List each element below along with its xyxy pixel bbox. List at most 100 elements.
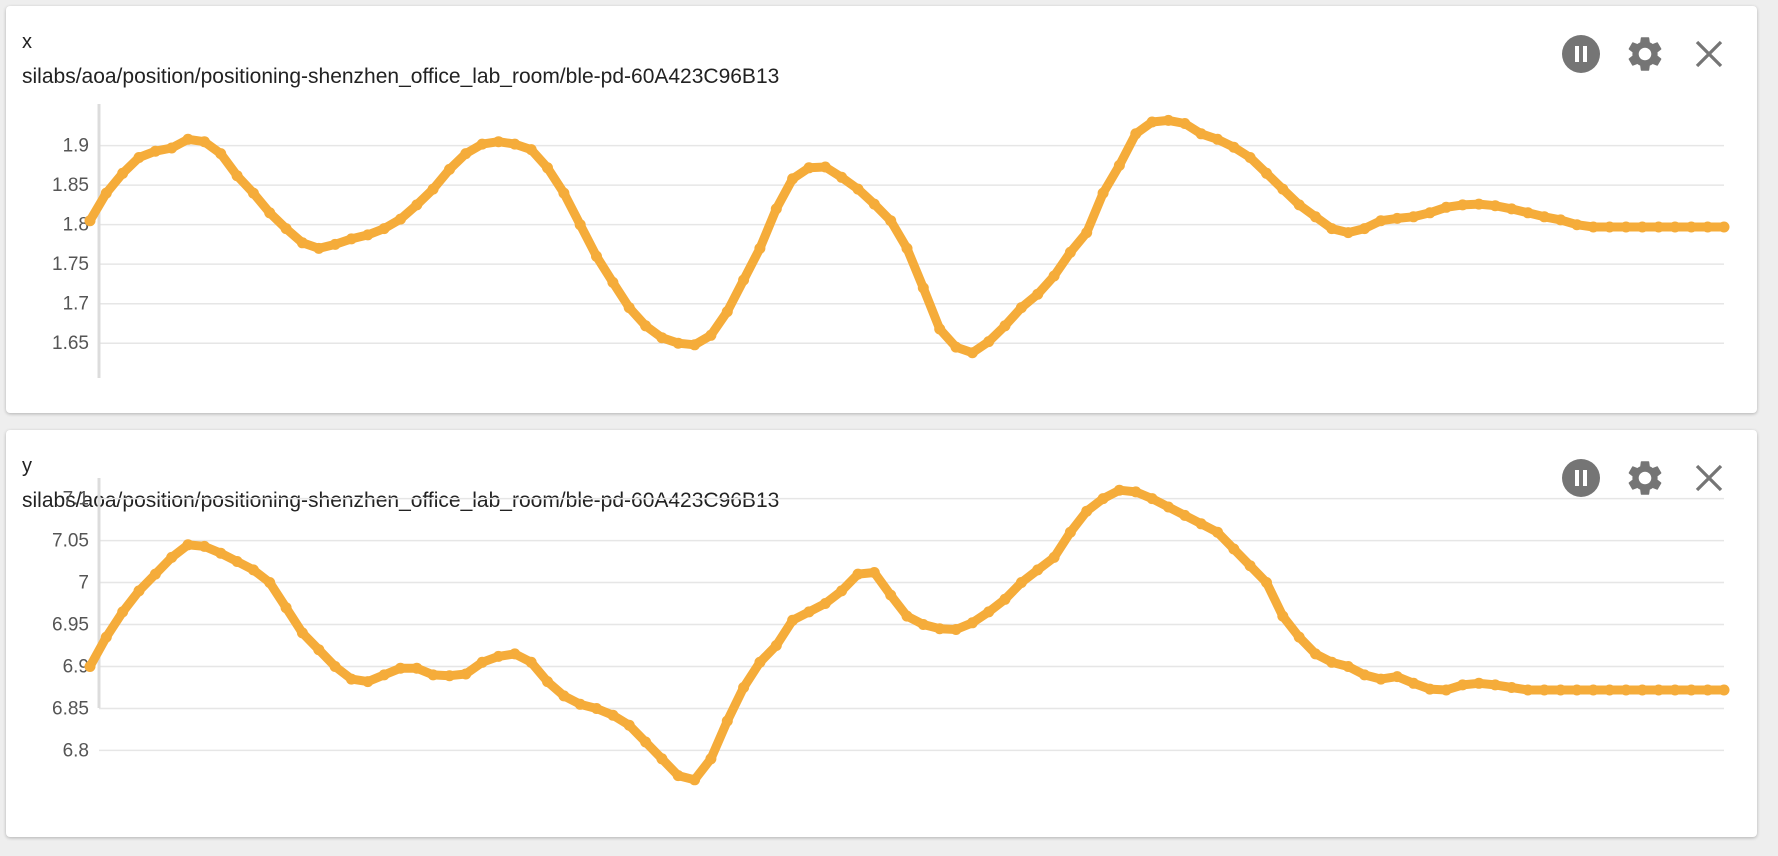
data-point [885, 215, 897, 227]
data-point [395, 213, 406, 225]
data-point [966, 617, 978, 629]
data-point [885, 589, 897, 601]
data-point [1342, 227, 1354, 239]
close-button[interactable] [1687, 456, 1731, 500]
data-point [770, 640, 782, 651]
data-point [803, 606, 815, 618]
y-tick-label: 6.9 [63, 656, 89, 677]
data-point [1653, 221, 1665, 233]
data-point [1228, 543, 1240, 555]
data-point [1718, 684, 1730, 696]
data-point [1048, 270, 1060, 282]
data-point [1391, 671, 1403, 683]
settings-button[interactable] [1623, 456, 1667, 500]
data-point [166, 142, 178, 154]
data-point [1064, 246, 1076, 258]
data-point [607, 709, 619, 721]
data-point [1228, 141, 1240, 153]
data-point [1179, 509, 1191, 521]
data-point [999, 593, 1011, 605]
data-point [1408, 211, 1419, 223]
y-tick-label: 7.1 [63, 489, 89, 510]
data-point [623, 302, 635, 314]
data-point [1146, 493, 1158, 505]
chart-topic: silabs/aoa/position/positioning-shenzhen… [22, 65, 780, 88]
pause-button[interactable] [1559, 456, 1603, 500]
data-point [313, 242, 325, 254]
data-point [1130, 128, 1142, 140]
pause-button[interactable] [1559, 32, 1603, 76]
data-point [1048, 551, 1060, 563]
data-point [950, 624, 962, 635]
y-tick-label: 1.65 [52, 333, 89, 354]
data-point [836, 171, 848, 183]
data-point [754, 242, 766, 254]
data-point [264, 207, 276, 219]
data-point [770, 203, 782, 215]
data-point [1015, 302, 1027, 314]
y-tick-label: 6.85 [52, 698, 89, 719]
data-point [198, 136, 210, 148]
data-point [901, 242, 913, 254]
data-point [1636, 221, 1648, 233]
data-point [1081, 227, 1093, 239]
y-tick-label: 1.85 [52, 175, 89, 196]
data-point [1620, 684, 1632, 696]
data-point [721, 715, 733, 727]
data-point [182, 133, 194, 145]
data-point [329, 238, 341, 250]
data-point [917, 282, 929, 294]
data-point [1669, 684, 1681, 696]
y-tick-label: 6.8 [63, 740, 89, 761]
data-point [215, 148, 227, 160]
card-actions [1559, 32, 1731, 76]
data-point [427, 669, 439, 681]
data-point [1702, 684, 1714, 696]
data-point [1489, 200, 1501, 212]
settings-button[interactable] [1623, 32, 1667, 76]
data-point [1424, 683, 1436, 695]
data-point [198, 540, 210, 552]
card-actions [1559, 456, 1731, 500]
data-point [1718, 221, 1730, 233]
data-point [1310, 211, 1321, 223]
data-point [1097, 493, 1109, 505]
data-point [509, 648, 521, 660]
data-point [117, 606, 129, 618]
data-point [493, 650, 504, 662]
data-point [558, 187, 570, 199]
y-tick-label: 1.9 [63, 136, 89, 157]
data-point [1440, 201, 1452, 213]
data-point [1653, 684, 1665, 696]
data-point [1244, 560, 1256, 572]
data-point [819, 161, 831, 173]
data-point [84, 661, 96, 672]
data-point [1146, 116, 1158, 128]
data-point [803, 162, 815, 174]
data-point [427, 183, 439, 195]
data-point [852, 183, 864, 195]
data-point [1375, 215, 1387, 227]
data-point [656, 753, 668, 765]
close-icon [1695, 40, 1723, 68]
data-point [934, 623, 946, 635]
close-button[interactable] [1687, 32, 1731, 76]
data-point [1375, 673, 1387, 685]
data-point [1081, 505, 1093, 517]
data-point [868, 198, 880, 210]
data-point [149, 568, 161, 580]
chart-card-y: y silabs/aoa/position/positioning-shenzh… [6, 430, 1757, 837]
data-point [836, 585, 848, 597]
data-point [100, 631, 112, 643]
data-point [525, 656, 537, 668]
data-point [1587, 684, 1599, 696]
data-point [1604, 684, 1616, 696]
series-line [85, 115, 1729, 358]
data-point [378, 223, 390, 235]
y-tick-label: 6.95 [52, 615, 89, 636]
data-point [705, 329, 717, 341]
chart-title: y [22, 455, 32, 477]
data-point [1457, 199, 1469, 211]
data-point [1212, 133, 1223, 145]
data-point [1506, 203, 1518, 215]
